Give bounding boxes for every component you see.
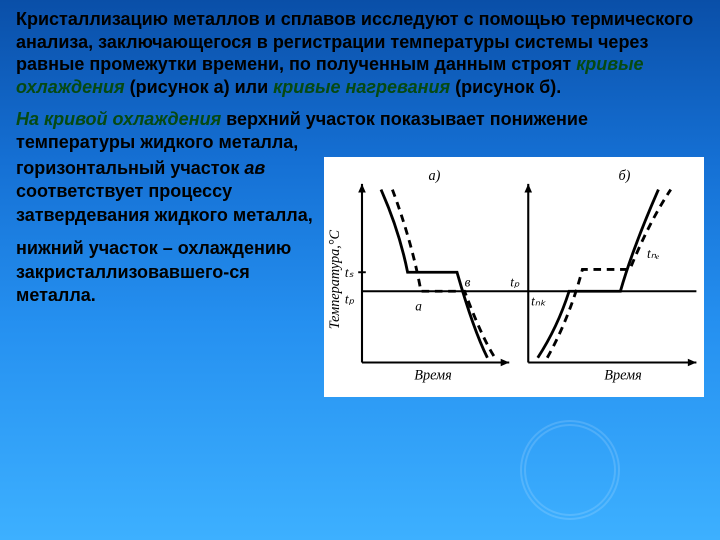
lb1-i: ав <box>244 158 265 178</box>
point-a: а <box>415 298 422 313</box>
slide-content: Кристаллизацию металлов и сплавов исслед… <box>0 0 720 405</box>
left-column: горизонтальный участок ав соответствует … <box>16 157 316 317</box>
left-block-2: нижний участок – охлаждению закристаллиз… <box>16 237 316 307</box>
point-v: в <box>465 275 471 290</box>
p2-header: На кривой охлаждения <box>16 109 221 129</box>
tp-label: tₚ <box>345 292 355 307</box>
panel-b-title: б) <box>619 168 631 184</box>
cooling-heating-diagram: Температура,°C а) tₛ tₚ <box>324 157 704 397</box>
lb1-a: горизонтальный участок <box>16 158 244 178</box>
xlabel-a: Время <box>414 368 452 384</box>
watermark-circle <box>520 420 620 520</box>
tp-label-b: tₚ <box>510 275 520 290</box>
paragraph-1: Кристаллизацию металлов и сплавов исслед… <box>16 8 704 98</box>
p1-text-3: (рисунок б). <box>450 77 561 97</box>
tnk-label: tₙₖ <box>531 294 546 309</box>
paragraph-2: На кривой охлаждения верхний участок пок… <box>16 108 704 153</box>
row-text-diagram: горизонтальный участок ав соответствует … <box>16 157 704 397</box>
lb1-b: соответствует процессу затвердевания жид… <box>16 181 313 224</box>
p1-italic-2: кривые нагревания <box>273 77 450 97</box>
y-axis-label: Температура,°C <box>327 229 343 329</box>
diagram-svg: Температура,°C а) tₛ tₚ <box>324 157 704 397</box>
xlabel-b: Время <box>604 368 642 384</box>
p1-text-2: (рисунок а) или <box>125 77 274 97</box>
left-block-1: горизонтальный участок ав соответствует … <box>16 157 316 227</box>
panel-a-title: а) <box>429 168 441 184</box>
tne-label: tₙₑ <box>647 246 660 261</box>
panel-a: а) tₛ tₚ а <box>345 168 514 384</box>
panel-b: б) tₙₖ tₙₑ tₚ Время <box>510 168 696 384</box>
ts-label: tₛ <box>345 265 355 280</box>
